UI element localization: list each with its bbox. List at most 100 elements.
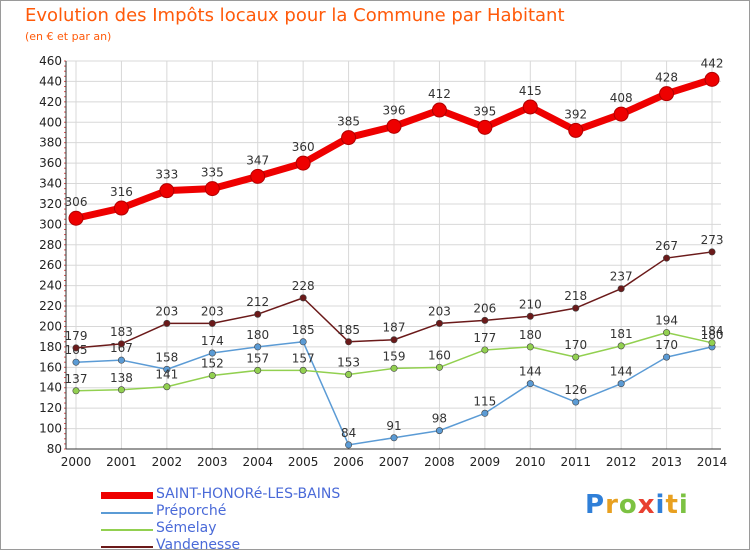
data-label: 206 — [473, 301, 496, 315]
data-point — [208, 371, 216, 379]
data-label: 306 — [65, 195, 88, 209]
legend-swatch — [101, 512, 153, 514]
x-tick-label: 2001 — [106, 455, 137, 469]
x-tick-label: 2003 — [197, 455, 228, 469]
legend-swatch — [101, 546, 153, 548]
data-point — [117, 386, 125, 394]
data-label: 412 — [428, 87, 451, 101]
x-tick-label: 2005 — [288, 455, 319, 469]
data-point — [250, 168, 266, 184]
data-label: 174 — [201, 334, 224, 348]
chart-title: Evolution des Impôts locaux pour la Comm… — [25, 5, 565, 26]
data-label: 316 — [110, 185, 133, 199]
data-point — [481, 409, 489, 417]
data-label: 138 — [110, 371, 133, 385]
data-point — [208, 319, 216, 327]
data-point — [572, 398, 580, 406]
data-label: 194 — [655, 314, 678, 328]
data-label: 180 — [519, 328, 542, 342]
data-label: 181 — [610, 327, 633, 341]
y-tick-label: 360 — [39, 156, 62, 170]
data-point — [345, 338, 353, 346]
data-point — [704, 71, 720, 87]
data-label: 183 — [110, 325, 133, 339]
data-point — [68, 210, 84, 226]
x-tick-label: 2010 — [515, 455, 546, 469]
data-point — [526, 312, 534, 320]
data-point — [708, 248, 716, 256]
data-point — [295, 155, 311, 171]
y-tick-label: 100 — [39, 422, 62, 436]
data-label: 267 — [655, 239, 678, 253]
legend-label: Vandenesse — [156, 537, 241, 553]
data-label: 160 — [428, 348, 451, 362]
logo-letter: P — [585, 490, 606, 520]
x-tick-label: 2002 — [152, 455, 183, 469]
data-label: 203 — [428, 304, 451, 318]
logo-letter: i — [678, 490, 689, 520]
data-point — [617, 380, 625, 388]
data-label: 157 — [246, 351, 269, 365]
data-point — [481, 316, 489, 324]
data-point — [386, 118, 402, 134]
data-label: 152 — [201, 356, 224, 370]
data-point — [526, 380, 534, 388]
x-tick-label: 2009 — [470, 455, 501, 469]
data-label: 273 — [701, 233, 724, 247]
data-label: 115 — [473, 394, 496, 408]
data-label: 158 — [155, 350, 178, 364]
x-tick-label: 2000 — [61, 455, 92, 469]
data-point — [117, 356, 125, 364]
data-point — [345, 441, 353, 449]
x-tick-label: 2012 — [606, 455, 637, 469]
data-point — [663, 254, 671, 262]
x-tick-label: 2004 — [242, 455, 273, 469]
data-label: 203 — [201, 304, 224, 318]
logo-letter: t — [665, 490, 679, 520]
y-tick-label: 340 — [39, 177, 62, 191]
data-label: 144 — [610, 365, 633, 379]
data-label: 396 — [383, 103, 406, 117]
data-label: 408 — [610, 91, 633, 105]
data-label: 360 — [292, 140, 315, 154]
data-label: 228 — [292, 279, 315, 293]
data-label: 395 — [473, 104, 496, 118]
data-point — [435, 427, 443, 435]
data-label: 335 — [201, 166, 224, 180]
data-label: 157 — [292, 351, 315, 365]
data-label: 187 — [383, 321, 406, 335]
y-tick-label: 220 — [39, 299, 62, 313]
y-tick-label: 260 — [39, 258, 62, 272]
data-point — [208, 349, 216, 357]
chart-subtitle: (en € et par an) — [25, 30, 112, 43]
y-tick-label: 440 — [39, 74, 62, 88]
data-point — [572, 304, 580, 312]
data-point — [254, 343, 262, 351]
data-label: 137 — [65, 372, 88, 386]
data-point — [435, 319, 443, 327]
legend-label: Sémelay — [156, 520, 217, 536]
data-label: 170 — [655, 338, 678, 352]
data-point — [663, 329, 671, 337]
data-label: 159 — [383, 349, 406, 363]
logo-letter: i — [655, 490, 666, 520]
data-point — [431, 102, 447, 118]
data-point — [568, 122, 584, 138]
data-point — [435, 363, 443, 371]
data-label: 98 — [432, 412, 447, 426]
data-point — [159, 183, 175, 199]
y-tick-label: 320 — [39, 197, 62, 211]
data-point — [390, 434, 398, 442]
data-label: 91 — [386, 419, 401, 433]
data-point — [72, 344, 80, 352]
x-tick-label: 2007 — [379, 455, 410, 469]
x-tick-label: 2011 — [560, 455, 591, 469]
logo-letter: x — [637, 490, 656, 520]
y-tick-label: 120 — [39, 401, 62, 415]
data-label: 347 — [246, 153, 269, 167]
y-tick-label: 400 — [39, 115, 62, 129]
data-label: 180 — [701, 328, 724, 342]
data-point — [72, 358, 80, 366]
data-label: 126 — [564, 383, 587, 397]
data-point — [617, 285, 625, 293]
